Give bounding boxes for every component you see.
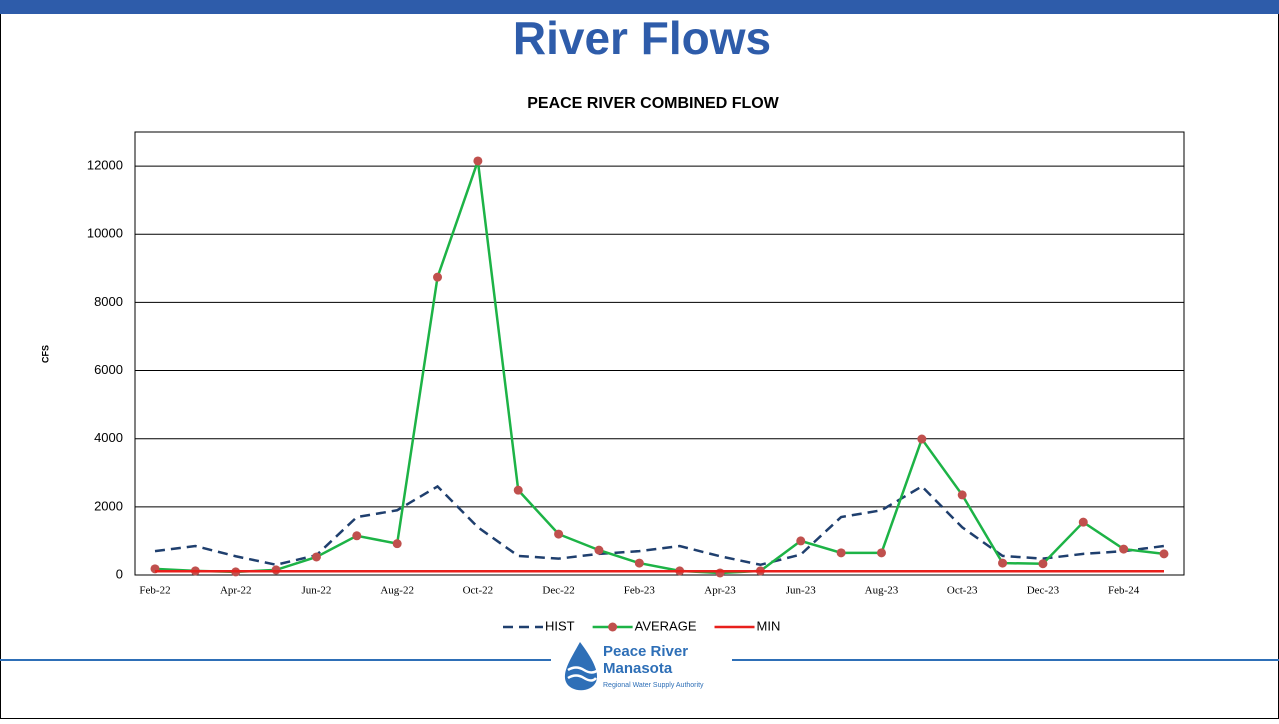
marker [473,156,483,166]
marker [1159,549,1169,559]
chart-title: PEACE RIVER COMBINED FLOW [527,95,779,112]
marker [271,565,281,575]
marker [917,434,927,444]
marker [876,548,886,558]
legend-label: AVERAGE [635,618,697,633]
x-tick-label: Apr-22 [220,585,252,597]
marker [998,558,1008,568]
x-tick-label: Oct-23 [947,585,978,597]
logo-text: Regional Water Supply Authority [603,682,704,689]
y-tick-label: 8000 [94,294,123,309]
marker [311,552,321,562]
legend-marker [608,622,618,632]
x-tick-label: Jun-22 [301,585,331,597]
x-tick-label: Aug-23 [865,585,899,597]
marker [594,545,604,555]
marker [715,568,725,578]
x-tick-label: Dec-22 [542,585,574,597]
legend-label: HIST [545,618,575,633]
marker [1119,544,1129,554]
x-tick-label: Oct-22 [463,585,494,597]
marker [392,539,402,549]
y-tick-label: 2000 [94,498,123,513]
marker [352,531,362,541]
legend-label: MIN [757,618,781,633]
logo-text: Peace River [603,643,688,660]
top-bar [0,0,1279,14]
marker [796,536,806,546]
y-tick-label: 4000 [94,430,123,445]
y-tick-label: 12000 [87,158,123,173]
x-tick-label: Apr-23 [704,585,736,597]
x-tick-label: Aug-22 [380,585,414,597]
marker [957,490,967,500]
y-axis-label: CFS [40,345,50,363]
x-tick-label: Feb-24 [1108,585,1140,597]
x-tick-label: Jun-23 [786,585,816,597]
logo-icon [564,642,599,691]
series-line [154,160,1165,575]
marker [836,548,846,558]
x-tick-label: Feb-22 [139,585,170,597]
marker [1078,517,1088,527]
y-tick-label: 10000 [87,226,123,241]
x-tick-label: Dec-23 [1027,585,1060,597]
y-tick-label: 0 [116,566,123,581]
slide-title: River Flows [513,12,771,64]
logo-text: Manasota [603,660,673,677]
y-tick-label: 6000 [94,362,123,377]
x-tick-label: Feb-23 [624,585,656,597]
marker [1038,559,1048,569]
marker [634,558,644,568]
marker [433,272,443,282]
plot-area [134,131,1185,576]
marker [513,485,523,495]
marker [554,529,564,539]
